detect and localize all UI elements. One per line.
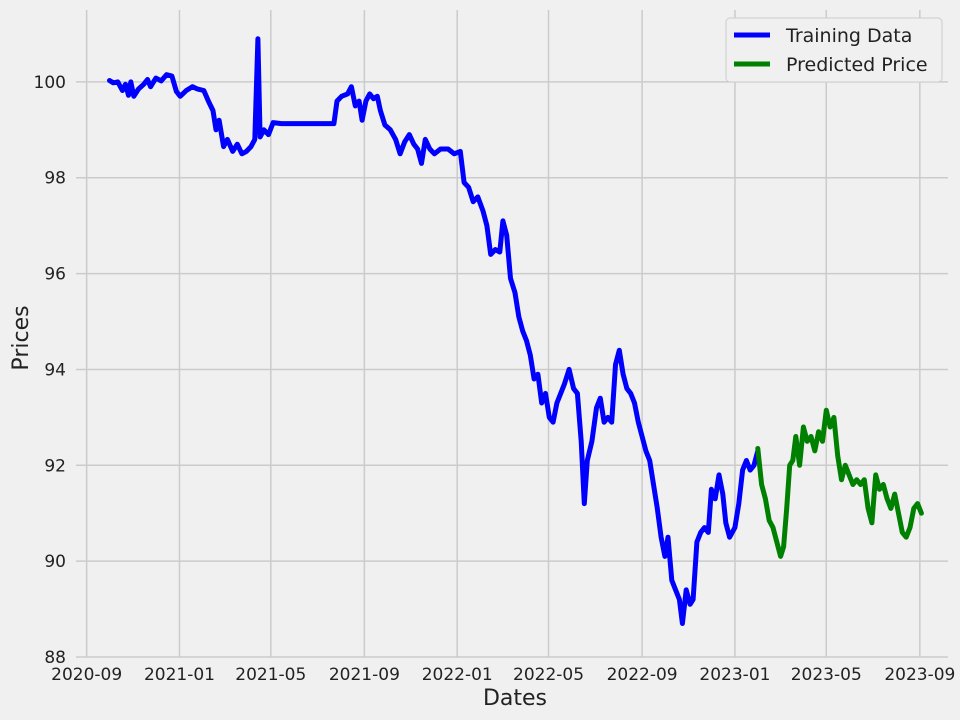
x-tick-label: 2022-01 <box>422 665 493 685</box>
x-tick-label: 2022-05 <box>513 665 584 685</box>
y-tick-label: 94 <box>44 360 66 380</box>
legend: Training Data Predicted Price <box>725 17 943 83</box>
legend-label-predicted: Predicted Price <box>786 54 928 76</box>
grid <box>76 10 948 658</box>
x-tick-label: 2022-09 <box>607 665 678 685</box>
training-data-line <box>107 36 761 626</box>
tick-labels: 2020-09 2021-01 2021-05 2021-09 2022-01 2022-… <box>34 73 956 685</box>
x-axis-label: Dates <box>483 686 547 711</box>
x-tick-label: 2021-01 <box>144 665 215 685</box>
y-tick-label: 88 <box>44 648 66 668</box>
x-tick-label: 2021-09 <box>329 665 400 685</box>
series-lines <box>107 36 924 626</box>
predicted-price-line <box>755 407 924 559</box>
y-tick-label: 98 <box>44 169 66 189</box>
y-tick-label: 100 <box>34 73 66 93</box>
x-tick-label: 2021-05 <box>235 665 306 685</box>
x-tick-label: 2020-09 <box>51 665 122 685</box>
x-tick-label: 2023-05 <box>791 665 862 685</box>
legend-box <box>725 17 943 83</box>
legend-label-training: Training Data <box>785 25 912 47</box>
y-tick-label: 90 <box>44 552 66 572</box>
y-tick-label: 92 <box>44 456 66 476</box>
y-axis-label: Prices <box>9 305 34 370</box>
y-tick-label: 96 <box>44 265 66 285</box>
x-tick-label: 2023-09 <box>884 665 955 685</box>
x-tick-label: 2023-01 <box>699 665 770 685</box>
